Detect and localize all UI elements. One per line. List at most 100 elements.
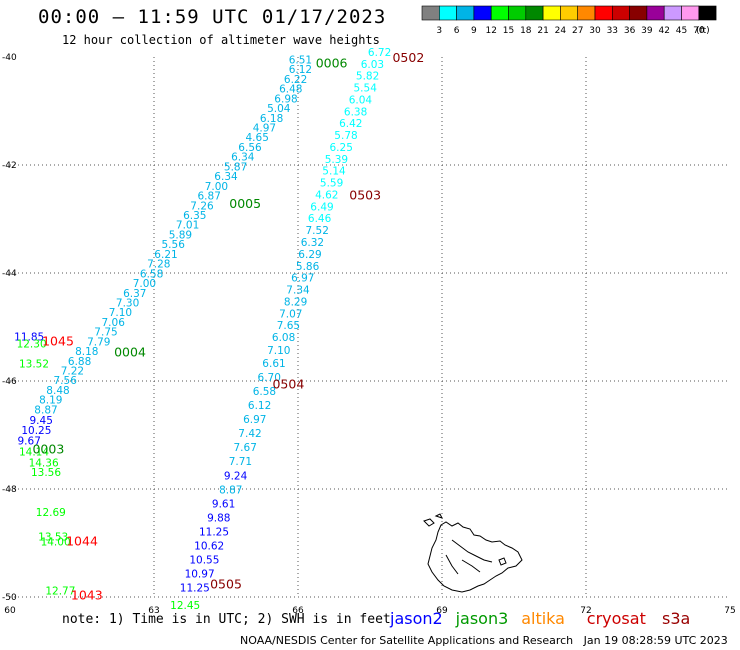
legend-tick-label: 18 <box>520 26 532 36</box>
track-time-label: 1044 <box>66 533 98 548</box>
wave-height-value: 6.34 <box>214 171 238 183</box>
color-legend: 3 6 9 12 15 18 21 24 27 30 33 36 39 42 45 70(ft) <box>421 5 717 36</box>
wave-height-value: 7.00 <box>205 181 228 193</box>
wave-height-value: 6.25 <box>330 142 353 154</box>
wave-height-map: 60 63 66 69 72 75-40-42-44-46-48-50 6.516.126… <box>2 47 736 616</box>
lat-tick-label: -44 <box>2 269 17 279</box>
wave-height-value: 11.85 <box>14 332 44 344</box>
legend-tick-label: 9 <box>471 26 477 36</box>
legend-tick-label: 27 <box>572 26 583 36</box>
track-time-label: 0502 <box>392 50 424 65</box>
wave-height-value: 7.22 <box>61 366 84 378</box>
lat-tick-label: -46 <box>2 377 17 387</box>
wave-height-value: 4.97 <box>253 123 276 135</box>
wave-height-value: 11.25 <box>180 583 210 595</box>
wave-height-value: 14.36 <box>29 457 59 469</box>
wave-height-value: 7.30 <box>116 297 139 309</box>
wave-height-value: 7.10 <box>109 307 132 319</box>
wave-height-value: 6.98 <box>274 93 297 105</box>
satellite-label-cryosat: cryosat <box>586 609 646 628</box>
wave-height-value: 9.67 <box>18 436 41 448</box>
wave-height-value: 6.35 <box>183 210 206 222</box>
wave-height-value: 6.97 <box>243 414 266 426</box>
wave-height-value: 7.71 <box>229 456 252 468</box>
wave-height-value: 10.97 <box>185 569 215 581</box>
wave-height-value: 6.58 <box>253 386 276 398</box>
wave-height-value: 5.78 <box>334 130 357 142</box>
legend-tick-label: 24 <box>555 26 567 36</box>
wave-height-value: 8.19 <box>39 395 62 407</box>
legend-tick-label: 21 <box>537 26 548 36</box>
wave-height-value: 6.51 <box>289 54 312 66</box>
wave-height-value: 5.59 <box>320 178 343 190</box>
wave-height-value: 7.34 <box>286 285 310 297</box>
wave-height-value: 7.52 <box>306 225 329 237</box>
wave-height-value: 10.55 <box>189 555 219 567</box>
wave-height-value: 8.29 <box>284 296 307 308</box>
wave-height-value: 7.75 <box>94 327 117 339</box>
track-time-label: 0503 <box>349 188 381 203</box>
wave-height-value: 7.26 <box>190 200 214 212</box>
wave-height-value: 6.37 <box>123 288 146 300</box>
wave-height-value: 7.07 <box>279 308 302 320</box>
wave-height-value: 9.45 <box>30 415 53 427</box>
track-time-label: 0005 <box>229 196 261 211</box>
wave-height-value: 5.89 <box>169 229 192 241</box>
wave-height-value: 9.88 <box>207 512 230 524</box>
track-time-label: 0004 <box>114 344 146 359</box>
wave-height-value: 6.21 <box>154 249 177 261</box>
wave-height-value: 5.87 <box>224 161 247 173</box>
satellite-label-s3a: s3a <box>662 609 691 628</box>
wave-height-value: 6.88 <box>68 356 91 368</box>
kerguelen-islands-outline <box>423 513 523 593</box>
wave-height-value: 10.62 <box>194 540 224 552</box>
wave-height-value: 5.04 <box>267 103 291 115</box>
wave-height-value: 7.56 <box>54 375 78 387</box>
legend-tick-label: 15 <box>503 26 514 36</box>
wave-height-value: 4.62 <box>315 189 338 201</box>
wave-height-value: 7.42 <box>238 428 261 440</box>
legend-tick-label: 42 <box>658 26 669 36</box>
wave-height-value: 6.22 <box>284 74 307 86</box>
lon-tick-label: 66 <box>292 606 304 616</box>
wave-height-value: 11.25 <box>199 526 229 538</box>
observation-values: 6.516.126.226.486.985.046.184.974.656.56… <box>14 47 391 612</box>
wave-height-value: 7.67 <box>234 442 257 454</box>
legend-tick-label: 39 <box>641 26 653 36</box>
legend-tick-label: 33 <box>607 26 618 36</box>
wave-height-value: 5.39 <box>325 154 348 166</box>
wave-height-value: 4.65 <box>246 132 269 144</box>
wave-height-value: 6.61 <box>262 358 285 370</box>
legend-tick-label: 12 <box>485 26 496 36</box>
track-time-label: 1043 <box>71 587 103 602</box>
wave-height-value: 12.77 <box>45 585 75 597</box>
legend-unit: (ft) <box>696 26 710 36</box>
legend-tick-label: 36 <box>624 26 636 36</box>
island-inlet <box>445 539 493 575</box>
lon-tick-label: 69 <box>436 606 448 616</box>
wave-height-value: 13.56 <box>31 467 61 479</box>
legend-tick-label: 6 <box>454 26 460 36</box>
wave-height-value: 6.29 <box>298 249 321 261</box>
track-time-label: 0504 <box>272 377 304 392</box>
wave-height-value: 6.42 <box>339 118 362 130</box>
track-time-labels: 0502 0006 0005 0503 1045 0004 0504 0003 1044 0505… <box>32 50 424 602</box>
wave-height-value: 6.04 <box>349 94 373 106</box>
track-time-label: 0006 <box>316 55 348 70</box>
legend-tick-label: 3 <box>436 26 442 36</box>
wave-height-value: 12.30 <box>17 339 47 351</box>
wave-height-value: 6.03 <box>361 59 384 71</box>
wave-height-value: 5.82 <box>356 71 379 83</box>
wave-height-value: 6.12 <box>289 64 312 76</box>
wave-height-value: 8.87 <box>219 484 242 496</box>
wave-height-value: 6.08 <box>272 332 295 344</box>
wave-height-value: 7.79 <box>87 336 110 348</box>
wave-height-value: 9.61 <box>212 498 235 510</box>
island-coastline <box>427 521 523 593</box>
wave-height-value: 6.56 <box>238 142 262 154</box>
wave-height-value: 6.18 <box>260 113 283 125</box>
islet <box>423 513 507 566</box>
graticule: 60 63 66 69 72 75 -40 -42 -44 -46 -48 -50 <box>2 53 736 616</box>
footer-note: note: 1) Time is in UTC; 2) SWH is in fe… <box>62 612 391 627</box>
